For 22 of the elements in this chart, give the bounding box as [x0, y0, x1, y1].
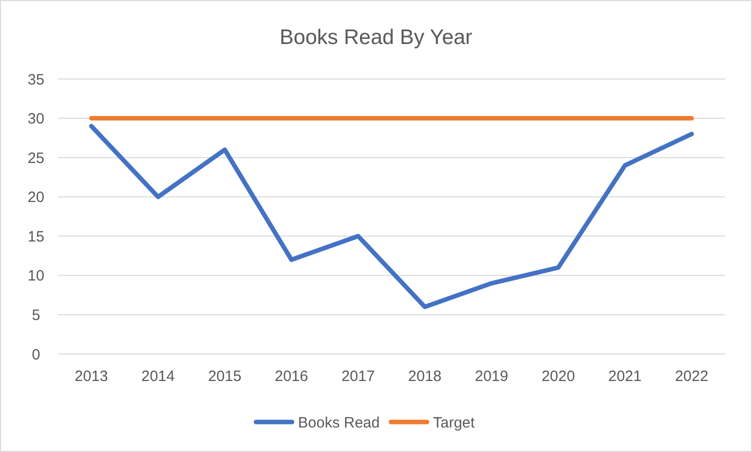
- legend-label: Target: [433, 414, 476, 432]
- x-tick-label: 2021: [608, 368, 642, 385]
- chart-title: Books Read By Year: [280, 26, 472, 49]
- x-tick-label: 2016: [274, 368, 308, 385]
- x-tick-label: 2022: [674, 368, 708, 385]
- y-tick-label: 20: [28, 189, 44, 206]
- y-tick-label: 10: [28, 268, 44, 285]
- x-tick-label: 2018: [408, 368, 442, 385]
- x-tick-label: 2019: [474, 368, 508, 385]
- y-tick-label: 15: [28, 228, 44, 246]
- y-tick-label: 5: [32, 306, 40, 324]
- x-tick-label: 2020: [542, 368, 575, 385]
- x-tick-label: 2013: [74, 368, 108, 385]
- line-series: [89, 124, 694, 310]
- legend-label: Books Read: [298, 414, 380, 432]
- y-tick-label: 30: [28, 110, 44, 128]
- y-tick-label: 35: [28, 71, 44, 88]
- x-tick-label: 2014: [141, 368, 175, 385]
- y-tick-label: 25: [28, 150, 44, 167]
- x-tick-label: 2017: [341, 368, 375, 385]
- x-tick-label: 2015: [208, 368, 242, 385]
- y-tick-label: 0: [32, 346, 40, 364]
